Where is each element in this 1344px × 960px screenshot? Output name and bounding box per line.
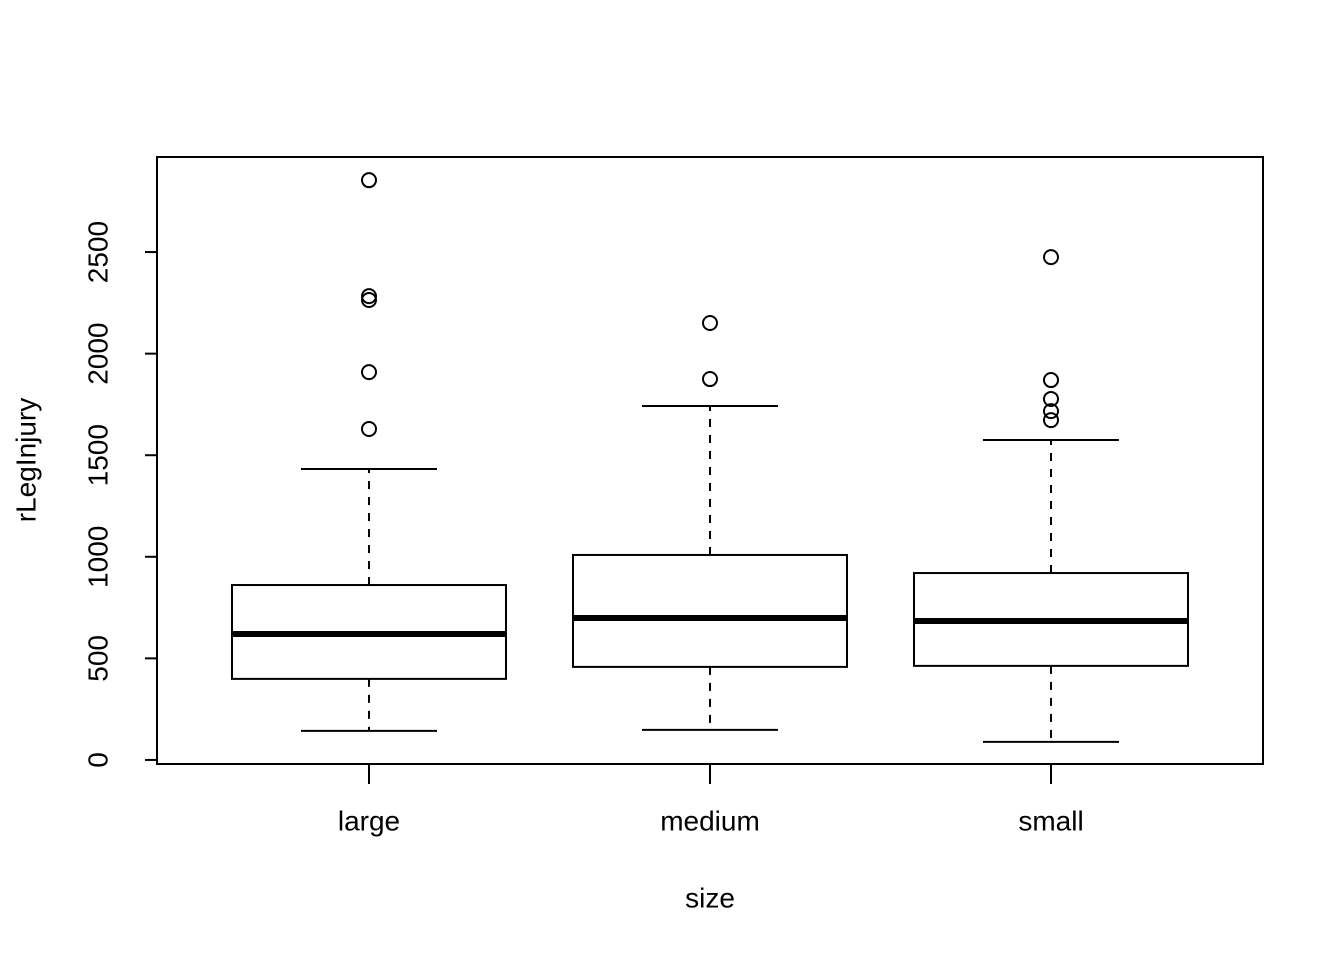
outlier [361,364,377,381]
y-tick-label: 1000 [82,526,113,588]
outlier [361,292,377,309]
y-tick-label: 500 [82,635,113,682]
y-tick-label: 0 [82,752,113,768]
outlier [1043,249,1059,266]
y-tick-label: 2000 [82,322,113,384]
outlier [702,371,718,388]
x-tick-label: small [1018,805,1083,836]
outlier [1043,372,1059,389]
y-tick-label: 1500 [82,424,113,486]
x-tick-label: large [338,805,400,836]
outlier [702,314,718,331]
box [572,553,848,668]
x-tick-label: medium [660,805,760,836]
outlier [361,421,377,438]
y-axis-label: rLegInjury [10,398,41,523]
outlier [361,172,377,189]
outlier [1043,390,1059,407]
x-axis-label: size [685,882,735,913]
y-tick-label: 2500 [82,221,113,283]
outlier [1043,403,1059,420]
outlier [1043,412,1059,429]
